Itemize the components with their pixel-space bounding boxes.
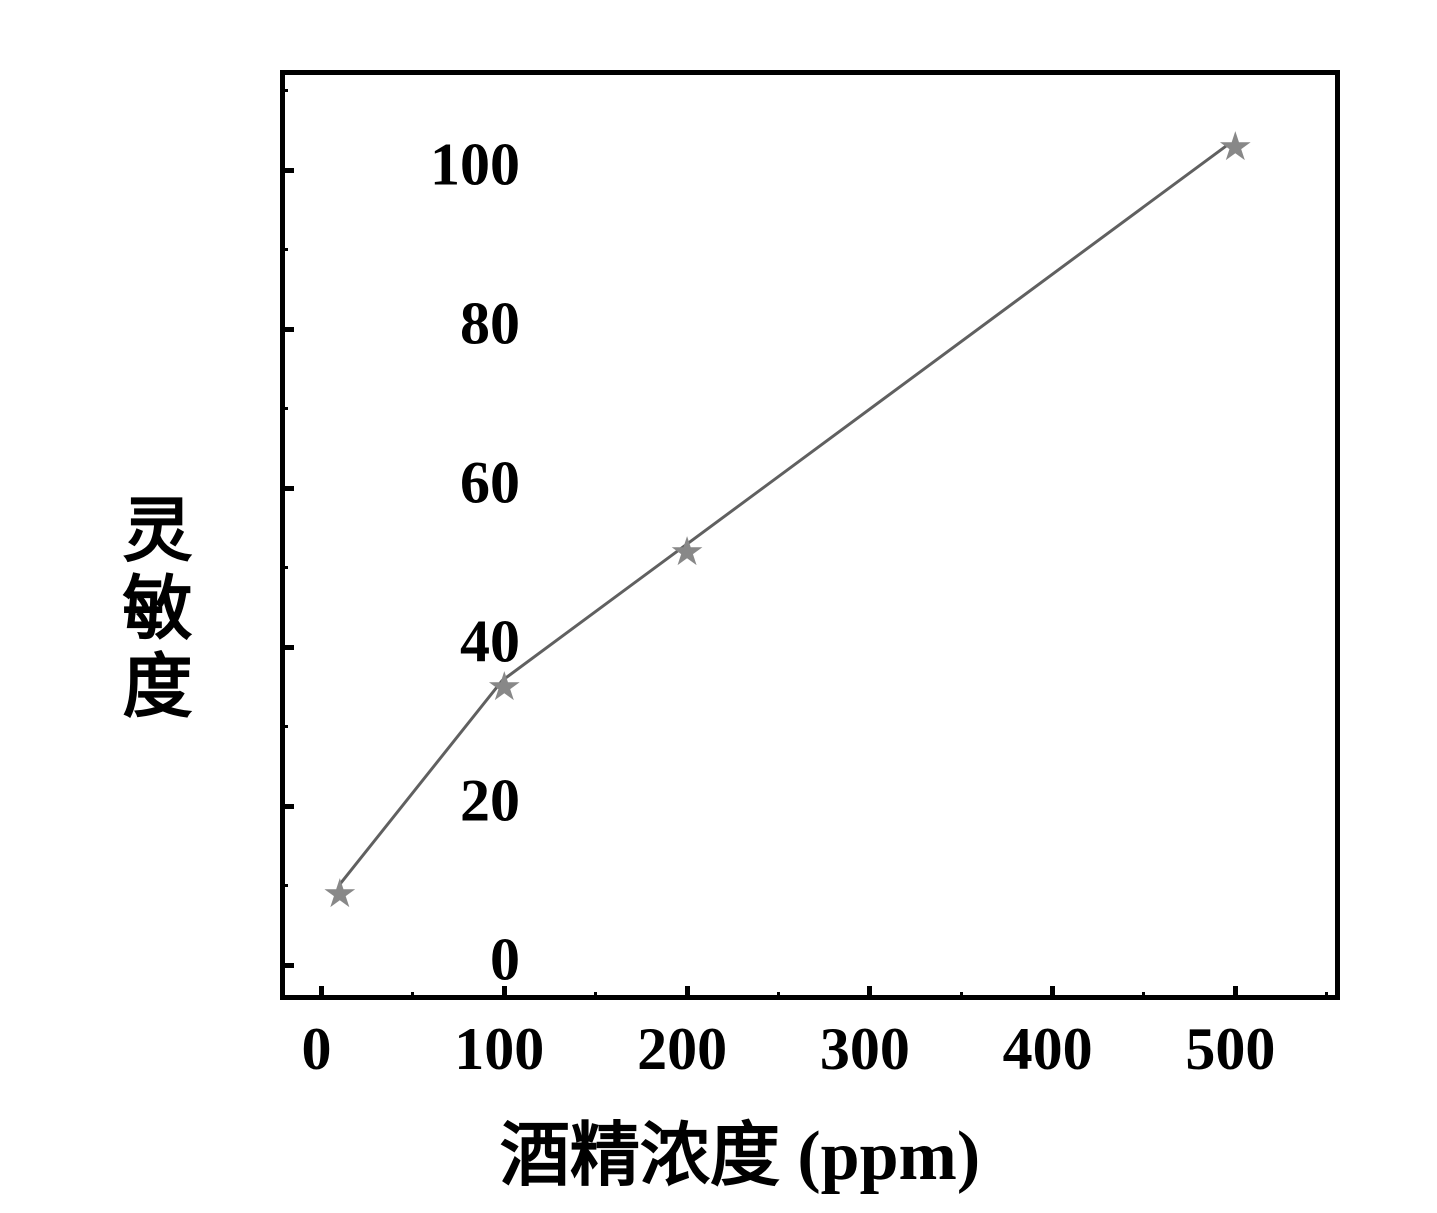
y-tick-minor bbox=[280, 566, 288, 569]
x-tick-label: 400 bbox=[968, 1015, 1128, 1084]
y-tick-label: 20 bbox=[360, 767, 520, 836]
data-marker: ★ bbox=[322, 874, 358, 914]
x-tick bbox=[685, 986, 690, 1000]
x-tick bbox=[319, 986, 324, 1000]
x-tick-minor bbox=[1142, 992, 1145, 1000]
data-marker: ★ bbox=[1217, 127, 1253, 167]
x-axis-title-text: 酒精浓度 bbox=[500, 1118, 780, 1195]
y-tick bbox=[280, 963, 294, 968]
y-tick-minor bbox=[280, 407, 288, 410]
x-tick-label: 300 bbox=[785, 1015, 945, 1084]
y-tick-label: 80 bbox=[360, 290, 520, 359]
plot-area: ★★★★ bbox=[280, 70, 1340, 1000]
y-tick-label: 60 bbox=[360, 449, 520, 518]
y-tick bbox=[280, 804, 294, 809]
y-tick bbox=[280, 327, 294, 332]
y-tick-minor bbox=[280, 884, 288, 887]
x-tick-minor bbox=[960, 992, 963, 1000]
y-axis-title: 灵敏度 bbox=[100, 493, 201, 727]
x-tick-minor bbox=[594, 992, 597, 1000]
x-tick bbox=[1050, 986, 1055, 1000]
data-marker: ★ bbox=[669, 532, 705, 572]
x-tick-minor bbox=[777, 992, 780, 1000]
y-tick bbox=[280, 168, 294, 173]
x-axis-unit: (ppm) bbox=[797, 1118, 980, 1195]
x-axis-title: 酒精浓度 (ppm) bbox=[500, 1099, 980, 1200]
y-tick bbox=[280, 486, 294, 491]
x-tick-label: 200 bbox=[602, 1015, 762, 1084]
x-tick-minor bbox=[1325, 992, 1328, 1000]
y-tick-minor bbox=[280, 725, 288, 728]
y-tick-minor bbox=[280, 248, 288, 251]
y-tick-label: 40 bbox=[360, 608, 520, 677]
data-line-svg bbox=[285, 75, 1335, 995]
chart-container: 灵敏度 ★★★★ 020406080100 0100200300400500 酒… bbox=[80, 40, 1400, 1180]
x-tick-label: 500 bbox=[1150, 1015, 1310, 1084]
y-tick bbox=[280, 645, 294, 650]
y-tick-minor bbox=[280, 89, 288, 92]
x-tick-label: 0 bbox=[237, 1015, 397, 1084]
x-tick bbox=[867, 986, 872, 1000]
x-tick bbox=[1233, 986, 1238, 1000]
y-tick-label: 100 bbox=[360, 131, 520, 200]
x-tick-label: 100 bbox=[419, 1015, 579, 1084]
y-tick-label: 0 bbox=[360, 926, 520, 995]
